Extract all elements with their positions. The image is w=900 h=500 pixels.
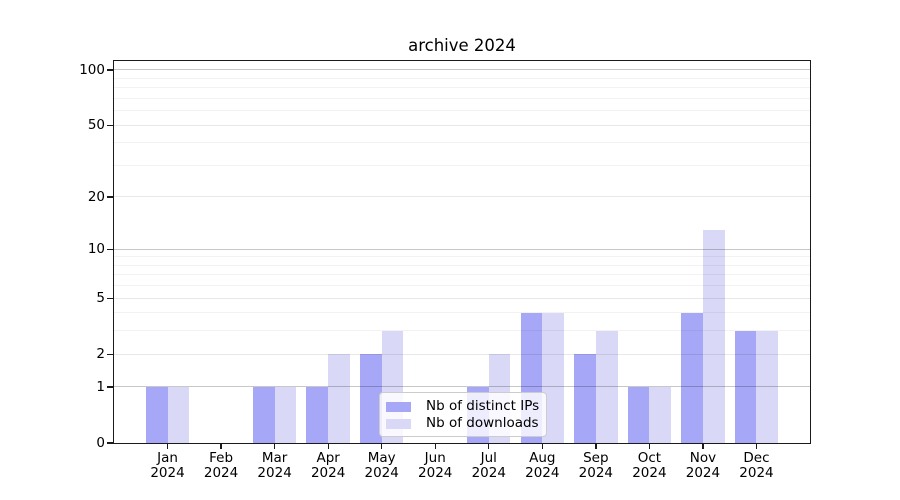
gridline-5 bbox=[114, 297, 810, 299]
plot-area bbox=[113, 60, 811, 444]
y-tick-10 bbox=[107, 248, 113, 250]
legend-swatch-distinct-ips bbox=[386, 401, 411, 412]
y-tick-label-10: 10 bbox=[87, 241, 105, 258]
legend: Nb of distinct IPs Nb of downloads bbox=[379, 392, 547, 437]
x-tick-dec bbox=[755, 444, 758, 449]
gridline-major-100 bbox=[114, 69, 810, 71]
y-tick-label-1: 1 bbox=[96, 378, 105, 395]
bar-distinct-ips-jan bbox=[145, 386, 168, 443]
bar-downloads-jan bbox=[167, 386, 190, 443]
gridline-minor-6 bbox=[114, 285, 810, 287]
legend-label-downloads: Nb of downloads bbox=[426, 415, 539, 431]
gridline-minor-30 bbox=[114, 164, 810, 166]
x-tick-sep bbox=[595, 444, 597, 449]
bar-downloads-mar bbox=[274, 386, 297, 443]
gridline-2 bbox=[114, 353, 810, 355]
y-tick-5 bbox=[107, 297, 113, 299]
bar-downloads-nov bbox=[702, 229, 725, 443]
legend-label-distinct-ips: Nb of distinct IPs bbox=[426, 398, 540, 414]
y-tick-1 bbox=[107, 386, 113, 388]
gridline-major-10 bbox=[114, 248, 810, 250]
x-tick-label-aug: Aug 2024 bbox=[525, 450, 560, 481]
x-tick-label-apr: Apr 2024 bbox=[310, 450, 346, 481]
gridline-minor-80 bbox=[114, 87, 810, 89]
bar-downloads-apr bbox=[328, 354, 350, 443]
gridline-minor-3 bbox=[114, 330, 810, 332]
x-tick-label-may: May 2024 bbox=[364, 450, 399, 481]
x-tick-aug bbox=[541, 444, 543, 449]
x-tick-label-jan: Jan 2024 bbox=[150, 450, 185, 481]
gridline-minor-4 bbox=[114, 312, 810, 314]
gridline-minor-7 bbox=[114, 274, 810, 276]
y-tick-label-20: 20 bbox=[87, 188, 105, 205]
y-tick-label-50: 50 bbox=[87, 117, 105, 134]
legend-row-distinct-ips: Nb of distinct IPs bbox=[386, 398, 540, 415]
y-tick-label-5: 5 bbox=[96, 290, 105, 307]
bar-downloads-sep bbox=[595, 330, 618, 443]
x-tick-label-dec: Dec 2024 bbox=[739, 450, 774, 481]
gridline-minor-8 bbox=[114, 264, 810, 266]
gridline-50 bbox=[114, 124, 810, 126]
x-tick-jul bbox=[488, 444, 490, 449]
x-tick-label-jun: Jun 2024 bbox=[418, 450, 453, 481]
y-tick-label-2: 2 bbox=[96, 346, 105, 363]
chart-title: archive 2024 bbox=[408, 36, 516, 55]
x-tick-label-nov: Nov 2024 bbox=[685, 450, 721, 481]
y-tick-label-0: 0 bbox=[96, 435, 105, 451]
x-tick-label-mar: Mar 2024 bbox=[257, 450, 292, 481]
x-tick-apr bbox=[327, 444, 329, 449]
y-tick-100 bbox=[107, 69, 113, 71]
y-tick-2 bbox=[107, 353, 113, 355]
gridline-minor-70 bbox=[114, 97, 810, 99]
y-tick-50 bbox=[107, 124, 113, 126]
x-tick-label-oct: Oct 2024 bbox=[632, 450, 667, 481]
bar-distinct-ips-sep bbox=[574, 354, 596, 443]
bar-distinct-ips-apr bbox=[306, 386, 329, 443]
gridline-major-1 bbox=[114, 386, 810, 388]
x-tick-mar bbox=[274, 444, 276, 449]
x-tick-label-feb: Feb 2024 bbox=[203, 450, 239, 481]
legend-row-downloads: Nb of downloads bbox=[386, 415, 539, 432]
x-tick-jun bbox=[434, 444, 436, 449]
x-tick-jan bbox=[166, 444, 169, 449]
gridline-20 bbox=[114, 196, 810, 198]
x-tick-feb bbox=[220, 444, 222, 449]
bar-downloads-oct bbox=[649, 386, 672, 443]
bar-distinct-ips-dec bbox=[734, 330, 757, 443]
x-tick-oct bbox=[648, 444, 651, 449]
x-tick-may bbox=[381, 444, 383, 449]
x-tick-nov bbox=[702, 444, 704, 449]
x-tick-label-jul: Jul 2024 bbox=[471, 450, 506, 481]
bar-distinct-ips-may bbox=[359, 354, 382, 443]
gridline-minor-60 bbox=[114, 110, 810, 112]
y-tick-0 bbox=[107, 442, 113, 444]
bar-distinct-ips-nov bbox=[681, 312, 703, 443]
gridline-minor-90 bbox=[114, 77, 810, 79]
bar-distinct-ips-oct bbox=[627, 386, 650, 443]
bar-downloads-aug bbox=[542, 312, 564, 443]
bar-distinct-ips-mar bbox=[252, 386, 275, 443]
gridline-minor-9 bbox=[114, 256, 810, 258]
x-tick-label-sep: Sep 2024 bbox=[578, 450, 614, 481]
y-tick-label-100: 100 bbox=[79, 61, 105, 78]
bar-downloads-dec bbox=[756, 330, 779, 443]
gridline-minor-40 bbox=[114, 142, 810, 144]
y-tick-20 bbox=[107, 196, 113, 198]
legend-swatch-downloads bbox=[386, 418, 411, 429]
